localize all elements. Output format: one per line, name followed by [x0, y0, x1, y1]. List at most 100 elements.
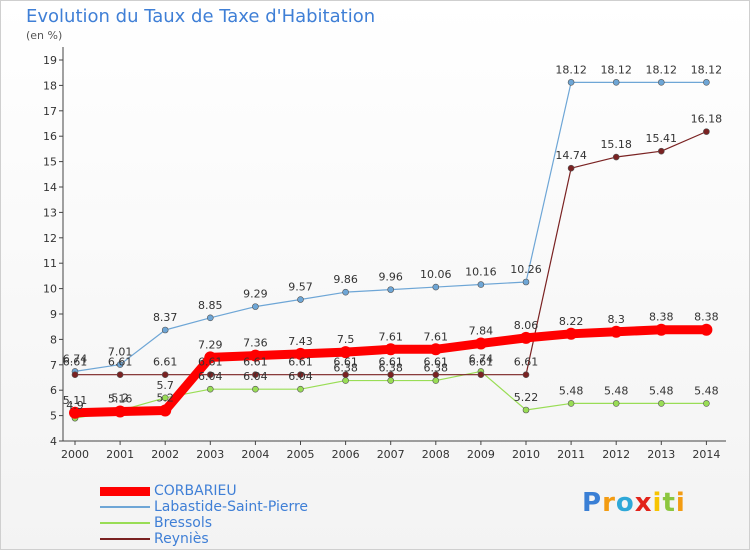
data-point — [159, 404, 172, 417]
data-label: 8.06 — [514, 319, 539, 332]
chart-legend: CORBARIEU Labastide-Saint-Pierre Bressol… — [100, 483, 308, 547]
data-point — [114, 405, 127, 418]
legend-label: Labastide-Saint-Pierre — [154, 499, 309, 515]
legend-item-bressols[interactable]: Bressols — [100, 515, 308, 531]
legend-swatch — [100, 522, 150, 524]
data-label: 6.61 — [108, 356, 133, 369]
data-label: 7.61 — [378, 330, 403, 343]
data-label: 9.96 — [378, 271, 403, 284]
data-label: 6.38 — [378, 362, 403, 375]
y-tick-label: 4 — [50, 435, 57, 448]
legend-item-reynies[interactable]: Reyniès — [100, 531, 308, 547]
data-label: 6.61 — [333, 356, 358, 369]
data-point — [339, 346, 352, 359]
data-label: 10.06 — [420, 268, 452, 281]
data-point — [207, 371, 214, 379]
legend-label: Reyniès — [154, 531, 209, 547]
y-tick-label: 18 — [43, 79, 57, 92]
data-point — [432, 371, 440, 379]
y-tick-label: 19 — [43, 54, 57, 67]
data-label: 15.18 — [600, 138, 632, 151]
data-point — [207, 385, 214, 393]
data-label: 14.74 — [555, 149, 587, 162]
x-tick-label: 2011 — [557, 448, 585, 461]
data-label: 10.16 — [465, 266, 497, 279]
data-point — [252, 303, 259, 310]
data-label: 6.04 — [288, 370, 313, 383]
data-label: 7.5 — [337, 333, 355, 346]
legend-swatch — [100, 486, 150, 496]
data-label: 7.84 — [469, 324, 494, 337]
data-point — [657, 400, 665, 407]
data-point — [474, 337, 487, 350]
x-tick-label: 2012 — [602, 448, 630, 461]
legend-label: CORBARIEU — [154, 483, 237, 499]
data-point — [342, 377, 349, 384]
x-tick-label: 2013 — [647, 448, 675, 461]
data-point — [161, 371, 169, 379]
data-point — [294, 347, 307, 360]
data-label: 4.9 — [66, 399, 84, 412]
data-label: 8.85 — [198, 299, 223, 312]
legend-item-corbarieu[interactable]: CORBARIEU — [100, 483, 308, 499]
data-label: 5.48 — [694, 384, 719, 397]
data-point — [703, 79, 710, 86]
data-point — [522, 278, 530, 286]
data-label: 9.29 — [243, 288, 268, 301]
logo-letter: i — [652, 488, 663, 518]
data-point — [252, 385, 259, 393]
data-label: 5.48 — [559, 384, 584, 397]
data-label: 15.41 — [646, 132, 678, 145]
data-point — [610, 325, 623, 338]
data-label: 5.48 — [649, 384, 674, 397]
data-point — [207, 314, 214, 322]
data-label: 6.38 — [333, 362, 358, 375]
data-label: 8.38 — [649, 311, 674, 324]
legend-item-labastide[interactable]: Labastide-Saint-Pierre — [100, 499, 308, 515]
data-point — [700, 323, 713, 336]
data-point — [342, 371, 349, 379]
data-label: 5.48 — [604, 384, 629, 397]
data-label: 9.57 — [288, 281, 313, 294]
data-label: 10.26 — [510, 263, 542, 276]
data-label: 6.61 — [514, 356, 539, 369]
data-point — [567, 79, 575, 86]
data-point — [297, 296, 304, 303]
proxiti-logo: Proxiti — [582, 488, 686, 518]
logo-letter: i — [675, 488, 686, 518]
data-point — [342, 288, 349, 296]
x-tick-label: 2003 — [196, 448, 224, 461]
y-tick-label: 9 — [50, 308, 57, 321]
y-tick-label: 5 — [50, 410, 57, 423]
data-point — [477, 281, 485, 288]
y-tick-label: 14 — [43, 181, 57, 194]
chart-title: Evolution du Taux de Taxe d'Habitation — [26, 6, 376, 27]
x-tick-label: 2007 — [377, 448, 405, 461]
data-point — [657, 79, 665, 86]
x-tick-label: 2009 — [467, 448, 495, 461]
x-tick-label: 2014 — [692, 448, 720, 461]
data-label: 18.12 — [691, 63, 723, 76]
data-point — [161, 394, 169, 402]
data-label: 5.16 — [108, 393, 133, 406]
y-tick-label: 15 — [43, 156, 57, 169]
data-point — [429, 343, 442, 356]
data-point — [477, 371, 485, 379]
data-label: 6.04 — [198, 370, 223, 383]
logo-letter: o — [615, 488, 635, 518]
data-label: 6.61 — [153, 356, 178, 369]
data-label: 5.2 — [156, 392, 174, 405]
data-point — [71, 371, 79, 379]
data-point — [703, 128, 710, 135]
data-label: 7.61 — [424, 330, 449, 343]
logo-letter: x — [634, 488, 653, 518]
data-point — [565, 327, 578, 340]
data-label: 18.12 — [646, 63, 678, 76]
data-label: 16.18 — [691, 113, 723, 126]
data-label: 8.22 — [559, 315, 584, 328]
data-label: 18.12 — [600, 63, 632, 76]
y-tick-label: 11 — [43, 257, 57, 270]
legend-swatch — [100, 538, 150, 540]
